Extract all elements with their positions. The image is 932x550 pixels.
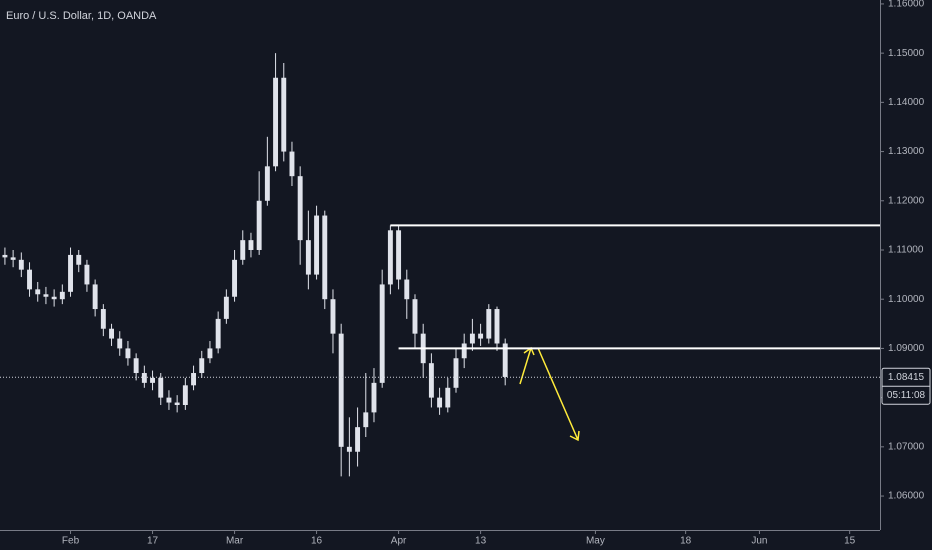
candle-body (59, 291, 65, 300)
candle-body (264, 166, 270, 201)
arrow-down (537, 347, 580, 442)
candle-body (461, 343, 467, 359)
candle-body (166, 397, 172, 403)
x-tick-label: 16 (311, 536, 323, 547)
candle-body (150, 377, 156, 383)
candle-body (240, 240, 246, 260)
y-tick-label: 1.10000 (888, 294, 925, 305)
candle-body (469, 333, 475, 344)
countdown-label: 05:11:08 (887, 390, 926, 401)
candle-body (117, 338, 123, 349)
candle-body (396, 230, 402, 280)
candle-body (281, 77, 287, 152)
candle-body (182, 385, 188, 406)
candle-body (35, 289, 41, 295)
candle-body (248, 240, 254, 250)
candle-body (412, 299, 418, 334)
candle-body (355, 427, 361, 452)
x-tick-label: 13 (475, 536, 487, 547)
candle-body (453, 358, 459, 388)
candle-body (428, 363, 434, 398)
candle-body (215, 318, 221, 349)
candle-body (51, 296, 57, 300)
candle-body (18, 259, 24, 270)
y-tick-label: 1.14000 (888, 97, 925, 108)
annotation-arrows (519, 346, 580, 442)
x-tick-label: 15 (844, 536, 856, 547)
y-tick-label: 1.15000 (888, 48, 925, 59)
candle-body (297, 176, 303, 241)
candle-body (387, 230, 393, 285)
candle-body (27, 269, 32, 290)
candle-body (346, 446, 352, 452)
candle-body (191, 373, 197, 386)
candle-body (133, 358, 139, 374)
candle-body (363, 412, 369, 428)
candle-body (109, 328, 114, 339)
chart-title: Euro / U.S. Dollar, 1D, OANDA (6, 10, 157, 22)
candle-body (404, 279, 410, 300)
candle-body (223, 296, 229, 319)
x-tick-label: 18 (680, 536, 692, 547)
candle-body (199, 358, 205, 374)
x-tick-label: Mar (226, 536, 244, 547)
y-tick-label: 1.09000 (888, 343, 925, 354)
y-tick-label: 1.11000 (888, 245, 924, 256)
candle-body (289, 151, 295, 177)
candle-body (486, 309, 492, 339)
x-tick-label: 17 (147, 536, 159, 547)
candle-body (371, 382, 377, 413)
candle-body (174, 402, 180, 406)
x-tick-label: Jun (751, 536, 767, 547)
candle-body (322, 215, 328, 300)
y-tick-label: 1.12000 (888, 195, 925, 206)
candle-body (338, 333, 344, 447)
x-tick-label: Feb (62, 536, 80, 547)
candle-body (502, 343, 508, 377)
x-tick-label: May (586, 536, 605, 547)
candle-body (330, 299, 336, 334)
last-price-label: 1.08415 (888, 372, 925, 383)
y-tick-label: 1.06000 (888, 491, 925, 502)
candle-body (10, 257, 16, 260)
candle-body (379, 284, 385, 383)
candle-body (84, 264, 90, 285)
candle-body (494, 309, 500, 344)
candle-body (314, 215, 320, 275)
y-tick-label: 1.07000 (888, 441, 925, 452)
candle-body (445, 387, 451, 408)
candle-body (125, 348, 131, 359)
candle-body (256, 200, 262, 250)
candle-body (100, 309, 106, 329)
candle-body (158, 377, 164, 398)
x-tick-label: Apr (391, 536, 407, 547)
candle-body (207, 348, 213, 359)
candle-body (92, 284, 98, 310)
candle-body (478, 333, 484, 339)
y-tick-label: 1.16000 (888, 0, 925, 10)
candle-body (76, 254, 82, 265)
y-tick-label: 1.13000 (888, 146, 925, 157)
candle-body (305, 240, 311, 275)
candle-body (273, 77, 279, 167)
candle-body (141, 373, 147, 383)
candle-body (43, 294, 49, 297)
candle-body (232, 259, 238, 297)
candle-body (437, 397, 443, 408)
candle-body (68, 254, 73, 292)
candle-body (2, 254, 8, 258)
